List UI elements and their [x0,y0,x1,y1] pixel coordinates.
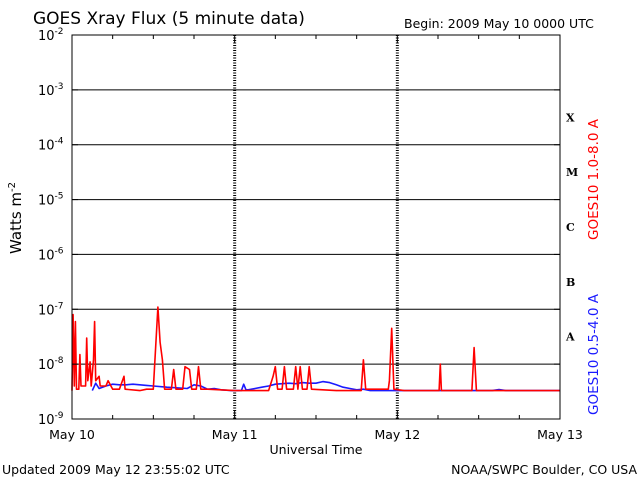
svg-text:Watts m-2: Watts m-2 [7,182,25,254]
flare-class-a: A [565,331,575,344]
y-axis-ticks: 10-2 10-3 10-4 10-5 10-6 10-7 10-8 10-9 [38,27,560,428]
y-axis-label: Watts m-2 [7,182,25,254]
data-series [71,306,560,392]
legend-long-label: GOES10 1.0-8.0 A [586,118,602,240]
footer-updated: Updated 2009 May 12 23:55:02 UTC [2,462,230,477]
series-line-long-channel [71,306,560,392]
flare-class-c: C [566,221,575,234]
footer-source: NOAA/SWPC Boulder, CO USA [451,462,637,477]
y-tick-label: 10-5 [38,192,64,209]
series-line-short-channel [91,380,560,392]
y-tick-label: 10-4 [38,137,64,154]
x-axis-label: Universal Time [270,442,363,457]
x-tick-label: May 11 [212,427,258,442]
flare-class-b: B [566,276,575,289]
legend-short-channel: GOES10 0.5-4.0 A [586,293,602,415]
chart-title: GOES Xray Flux (5 minute data) [33,9,305,29]
flare-class-x: X [566,111,575,124]
y-axis-label-exponent: -2 [7,182,18,192]
y-tick-label: 10-9 [38,411,64,428]
flare-class-labels: X M C B A [565,111,578,343]
legend-long-channel: GOES10 1.0-8.0 A [586,118,602,240]
x-tick-label: May 13 [537,427,583,442]
begin-label: Begin: 2009 May 10 0000 UTC [404,16,594,31]
x-tick-label: May 12 [374,427,420,442]
x-tick-label: May 10 [49,427,95,442]
x-axis-ticks: May 10 May 11 May 12 May 13 [49,35,583,442]
dashed-day-separators [233,35,399,419]
y-tick-label: 10-6 [38,246,64,263]
y-tick-label: 10-2 [38,27,64,44]
y-tick-label: 10-3 [38,82,64,99]
horizontal-gridlines [72,89,560,365]
flare-class-m: M [566,166,578,179]
y-axis-label-text: Watts m [7,192,25,254]
y-tick-label: 10-8 [38,356,64,373]
legend-short-label: GOES10 0.5-4.0 A [586,293,602,415]
plot-area-frame [71,34,561,420]
y-tick-label: 10-7 [38,301,64,318]
